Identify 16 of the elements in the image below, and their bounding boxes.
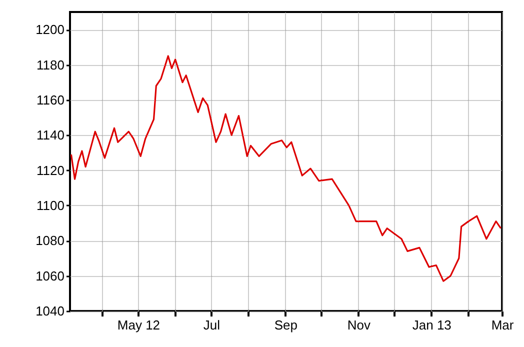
x-tick-label: Nov	[347, 318, 371, 332]
y-tick-label: 1080	[36, 233, 64, 248]
x-tick-label: Sep	[274, 318, 298, 332]
y-tick-label: 1160	[36, 92, 64, 108]
x-tick-label: Mar	[491, 318, 514, 332]
y-tick-label: 1200	[36, 22, 64, 38]
y-tick-label: 1100	[36, 198, 64, 213]
line-series	[70, 55, 502, 282]
x-tick-label: May 12	[117, 318, 160, 332]
y-tick-label: 1140	[36, 128, 64, 143]
y-tick-label: 1120	[36, 162, 64, 178]
y-tick-label: 1180	[36, 57, 64, 72]
y-tick-label: 1040	[36, 304, 64, 318]
x-tick-label: Jan 13	[412, 318, 452, 332]
x-tick-label: Jul	[203, 318, 220, 332]
y-tick-label: 1060	[36, 268, 64, 284]
